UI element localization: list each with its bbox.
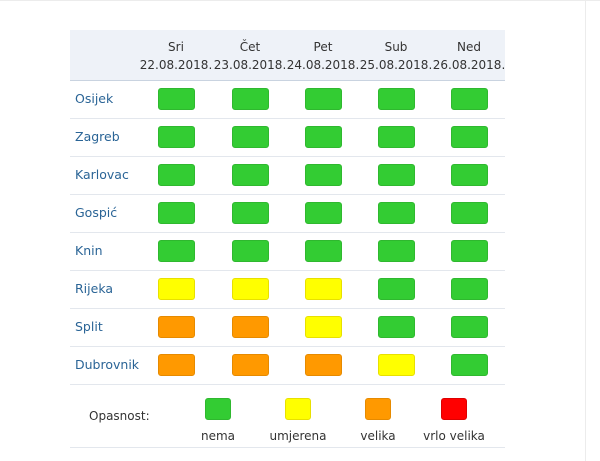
table-row: Knin [70, 233, 505, 271]
danger-cell-nema [450, 164, 488, 186]
danger-cell-velika [304, 354, 342, 376]
danger-cell-umjerena [304, 316, 342, 338]
city-link[interactable]: Zagreb [75, 129, 120, 144]
danger-cell-nema [304, 202, 342, 224]
danger-cell-umjerena [304, 278, 342, 300]
danger-cell-nema [304, 164, 342, 186]
danger-cell-nema [450, 126, 488, 148]
day-name: Pet [313, 40, 333, 54]
legend-item: vrlo velika [414, 398, 494, 443]
danger-cell-nema [377, 202, 415, 224]
table-row: Osijek [70, 81, 505, 119]
danger-cell-nema [377, 88, 415, 110]
danger-cell-velika [157, 354, 195, 376]
danger-cell-umjerena [377, 354, 415, 376]
danger-cell-nema [304, 240, 342, 262]
danger-cell-nema [304, 126, 342, 148]
legend-text: vrlo velika [423, 429, 485, 443]
danger-cell-nema [450, 88, 488, 110]
legend-text: umjerena [269, 429, 327, 443]
day-date: 22.08.2018. [139, 58, 213, 72]
day-date: 25.08.2018. [359, 58, 433, 72]
danger-cell-nema [450, 278, 488, 300]
table-body: Osijek Zagreb Karlovac Gospić Knin Rijeka Spli… [70, 81, 505, 385]
danger-cell-nema [231, 126, 269, 148]
danger-cell-nema [450, 354, 488, 376]
legend-item: nema [178, 398, 258, 443]
fire-danger-table: Sri 22.08.2018. Čet 23.08.2018. Pet 24.08.201… [70, 30, 505, 448]
danger-cell-velika [231, 354, 269, 376]
danger-cell-nema [157, 202, 195, 224]
top-divider [0, 0, 600, 1]
city-link[interactable]: Karlovac [75, 167, 129, 182]
city-link[interactable]: Dubrovnik [75, 357, 140, 372]
day-name: Sub [384, 40, 408, 54]
danger-cell-velika [157, 316, 195, 338]
danger-cell-nema [377, 126, 415, 148]
danger-cell-nema [157, 88, 195, 110]
day-header: Čet 23.08.2018. [213, 38, 287, 74]
day-name: Čet [239, 40, 261, 54]
table-row: Zagreb [70, 119, 505, 157]
day-name: Ned [457, 40, 481, 54]
table-header: Sri 22.08.2018. Čet 23.08.2018. Pet 24.08.201… [70, 30, 505, 81]
day-header: Ned 26.08.2018. [432, 38, 506, 74]
danger-cell-nema [157, 240, 195, 262]
city-link[interactable]: Split [75, 319, 103, 334]
table-row: Dubrovnik [70, 347, 505, 385]
legend-label: Opasnost: [89, 409, 150, 423]
table-row: Split [70, 309, 505, 347]
right-divider [585, 0, 586, 461]
danger-cell-nema [450, 240, 488, 262]
danger-cell-nema [377, 278, 415, 300]
day-header: Pet 24.08.2018. [286, 38, 360, 74]
danger-cell-nema [377, 240, 415, 262]
city-link[interactable]: Osijek [75, 91, 114, 106]
legend-swatch [441, 398, 467, 420]
legend-item: umjerena [258, 398, 338, 443]
danger-cell-umjerena [231, 278, 269, 300]
day-date: 23.08.2018. [213, 58, 287, 72]
danger-cell-nema [231, 88, 269, 110]
danger-cell-nema [231, 202, 269, 224]
danger-cell-nema [157, 126, 195, 148]
city-link[interactable]: Gospić [75, 205, 118, 220]
day-header: Sub 25.08.2018. [359, 38, 433, 74]
danger-cell-nema [304, 88, 342, 110]
legend-text: nema [200, 429, 236, 443]
legend-swatch [285, 398, 311, 420]
legend-text: velika [360, 429, 396, 443]
city-link[interactable]: Knin [75, 243, 103, 258]
danger-cell-nema [450, 316, 488, 338]
danger-cell-velika [231, 316, 269, 338]
legend-item: velika [338, 398, 418, 443]
danger-cell-nema [377, 316, 415, 338]
danger-cell-umjerena [157, 278, 195, 300]
danger-cell-nema [231, 164, 269, 186]
danger-cell-nema [377, 164, 415, 186]
danger-cell-nema [231, 240, 269, 262]
legend-swatch [205, 398, 231, 420]
day-name: Sri [168, 40, 184, 54]
day-date: 24.08.2018. [286, 58, 360, 72]
table-row: Rijeka [70, 271, 505, 309]
day-date: 26.08.2018. [432, 58, 506, 72]
day-header: Sri 22.08.2018. [139, 38, 213, 74]
city-link[interactable]: Rijeka [75, 281, 114, 296]
danger-cell-nema [157, 164, 195, 186]
danger-cell-nema [450, 202, 488, 224]
table-row: Gospić [70, 195, 505, 233]
legend-swatch [365, 398, 391, 420]
table-row: Karlovac [70, 157, 505, 195]
danger-legend: Opasnost: nema umjerena velika vrlo velika [70, 385, 505, 448]
